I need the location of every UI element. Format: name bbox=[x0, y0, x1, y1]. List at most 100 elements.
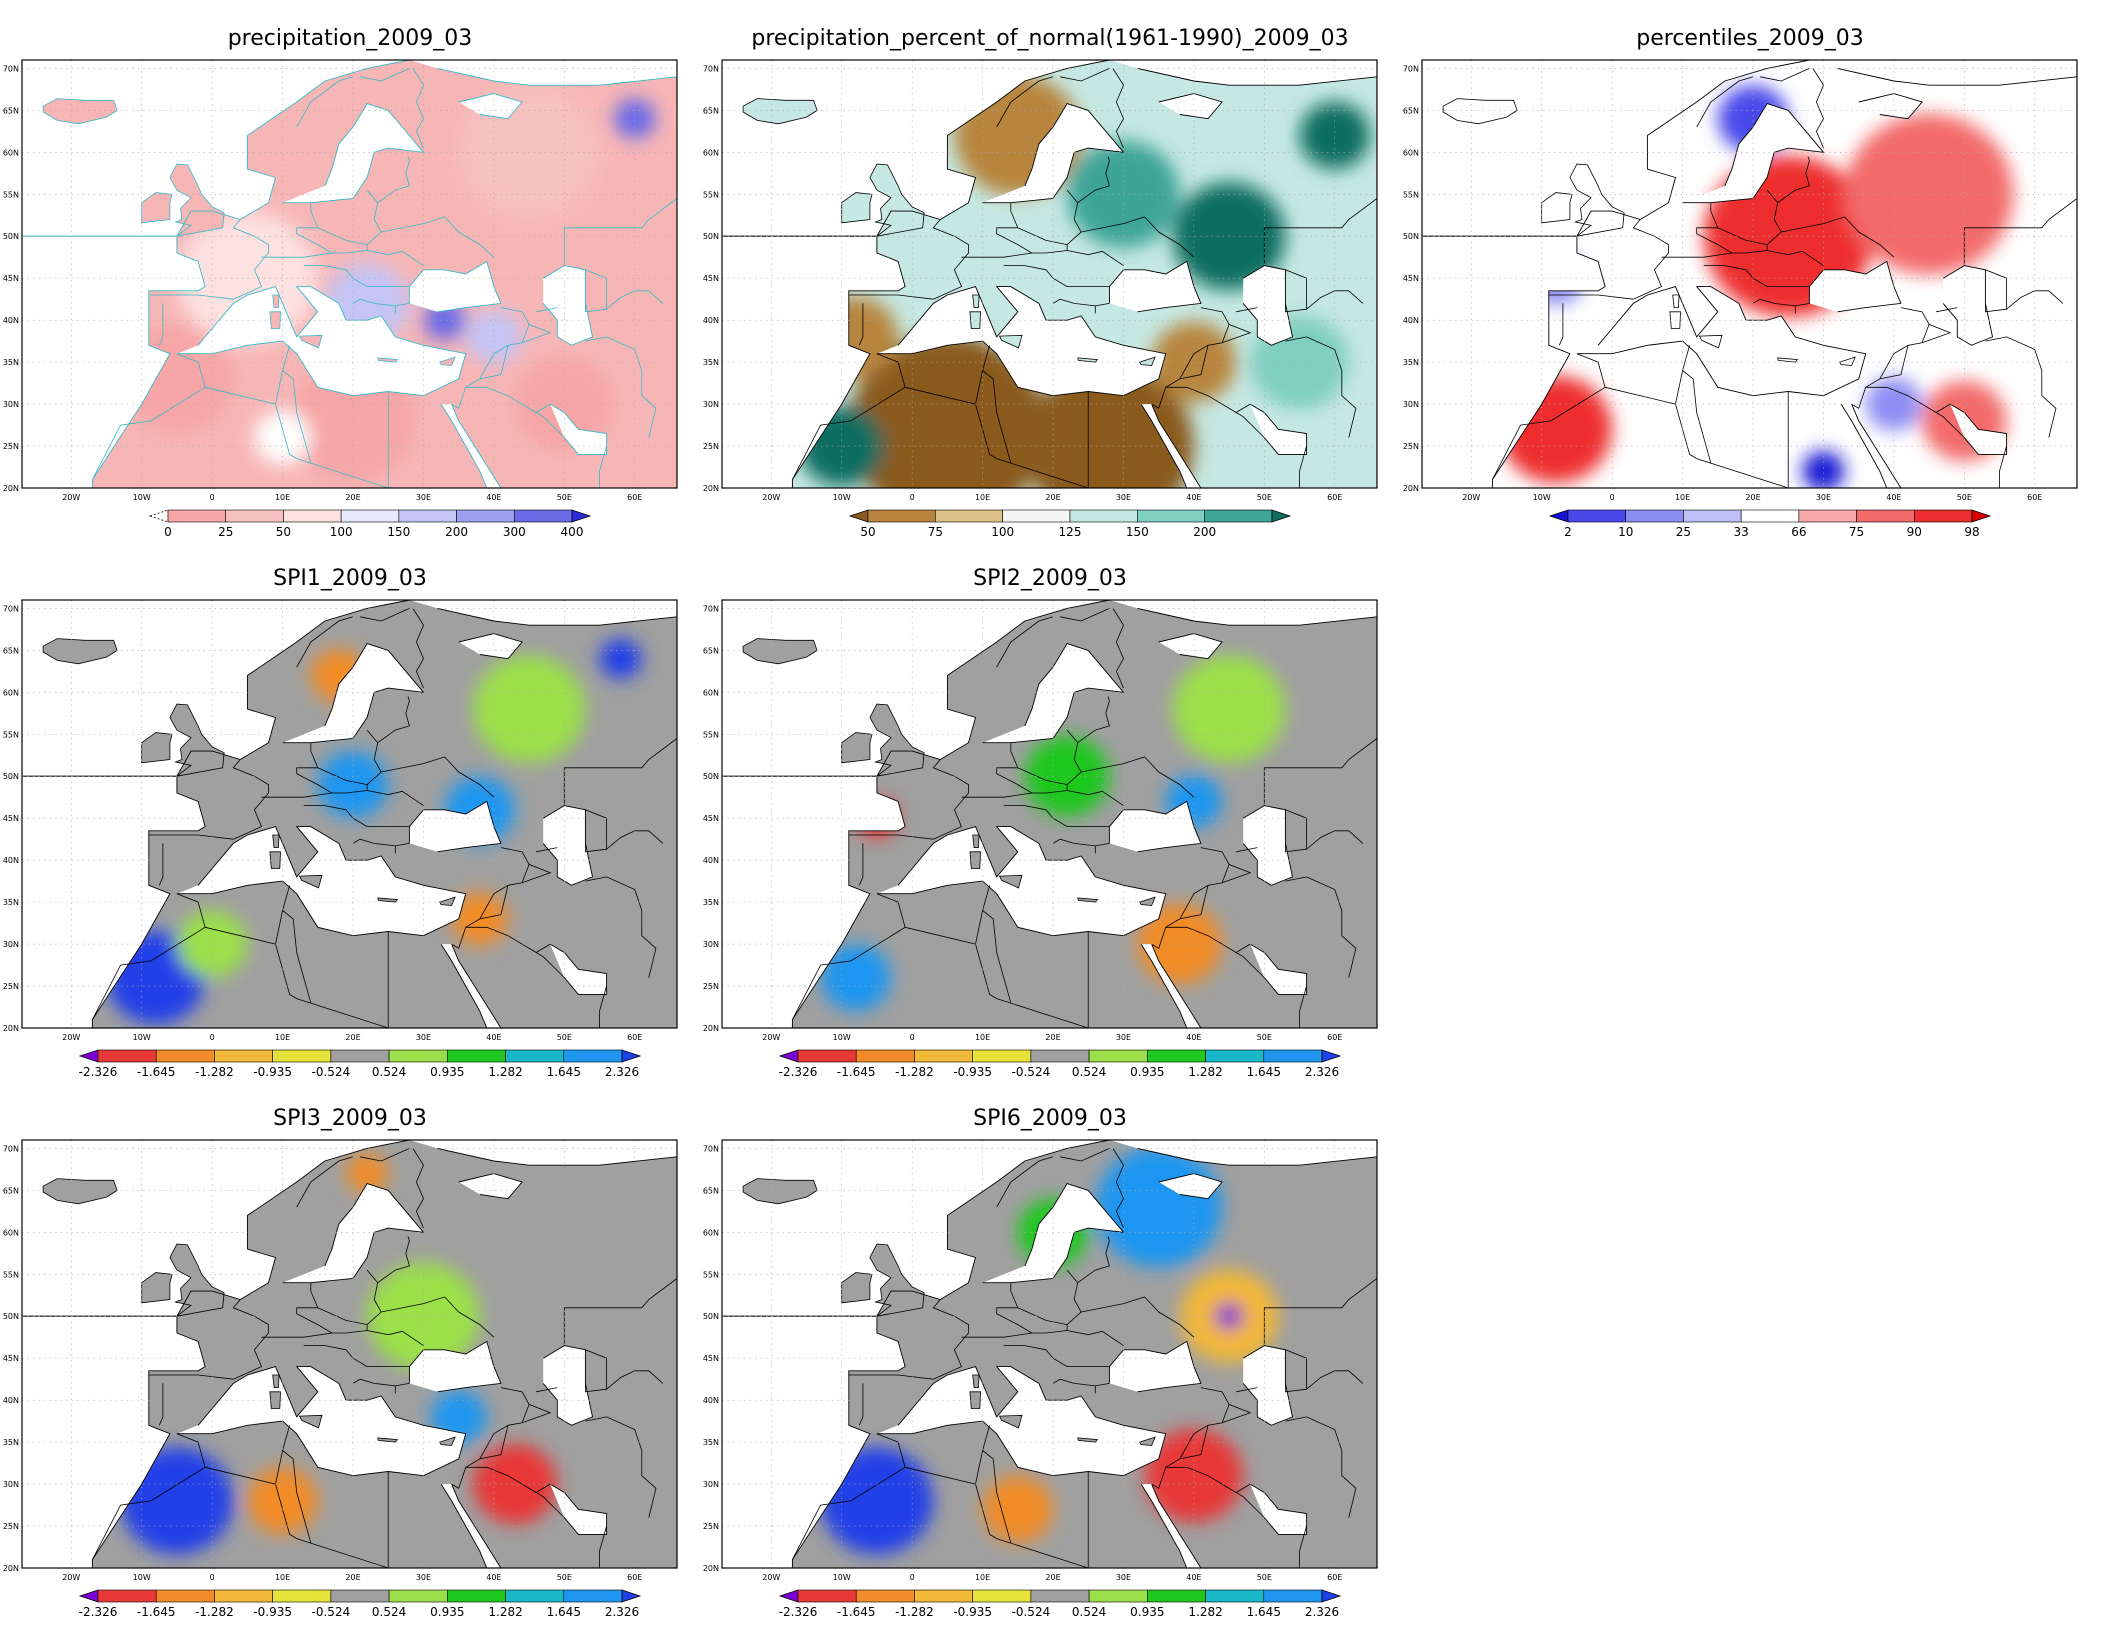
coastline-black bbox=[408, 800, 502, 853]
colorbar-label: 100 bbox=[330, 525, 353, 539]
colorbar-arrow-left bbox=[1548, 509, 1569, 523]
border-line-21 bbox=[1865, 386, 1951, 413]
island-ireland bbox=[1541, 192, 1573, 224]
island-ireland bbox=[141, 732, 173, 764]
border-line-28 bbox=[1963, 198, 2077, 266]
lon-tick-label: 60E bbox=[1327, 493, 1342, 502]
lon-tick-label: 20W bbox=[62, 1573, 80, 1582]
colorbar-segment bbox=[340, 509, 400, 523]
coastline-north bbox=[722, 1140, 1110, 1317]
island-corsica bbox=[1672, 294, 1680, 309]
lat-tick-label: 45N bbox=[703, 814, 719, 823]
lon-tick-label: 0 bbox=[910, 493, 915, 502]
border-line-26 bbox=[585, 1349, 664, 1391]
panel-title: SPI1_2009_03 bbox=[273, 566, 427, 591]
lat-tick-label: 40N bbox=[703, 856, 719, 865]
colorbar-segment bbox=[855, 1049, 915, 1063]
panel-percent-of-normal: precipitation_percent_of_normal(1961-199… bbox=[700, 26, 1400, 556]
colorbar-segment bbox=[167, 509, 227, 523]
border-line-26 bbox=[1285, 809, 1364, 851]
lat-tick-label: 30N bbox=[703, 940, 719, 949]
lon-tick-label: 20W bbox=[762, 493, 780, 502]
sea-north bbox=[1422, 60, 1810, 237]
field-blob-5 bbox=[1172, 655, 1286, 763]
border-line-8 bbox=[381, 756, 495, 798]
border-line-9 bbox=[1777, 156, 1810, 204]
lon-tick-label: 10E bbox=[275, 493, 290, 502]
sea-red bbox=[1141, 404, 1201, 488]
sea-caspian bbox=[543, 265, 593, 346]
sea-atl bbox=[722, 776, 906, 1028]
colorbar-segment bbox=[914, 1589, 973, 1603]
colorbar-segment bbox=[972, 1049, 1032, 1063]
border-line-10 bbox=[1052, 838, 1110, 847]
lat-tick-label: 65N bbox=[703, 106, 719, 115]
island-crete bbox=[1077, 357, 1099, 363]
colorbar-label: 0.524 bbox=[1072, 1605, 1106, 1619]
border-line-30 bbox=[1998, 445, 2007, 488]
lon-tick-label: 60E bbox=[627, 493, 642, 502]
colorbar-arrow-left bbox=[848, 509, 869, 523]
border-line-9 bbox=[377, 1236, 410, 1284]
sea-gulf bbox=[550, 944, 607, 995]
sea-white bbox=[458, 93, 523, 119]
lat-tick-label: 50N bbox=[703, 232, 719, 241]
colorbar-segment bbox=[797, 1589, 857, 1603]
border-line-13 bbox=[1760, 68, 1810, 82]
lat-tick-label: 45N bbox=[3, 1354, 19, 1363]
colorbar-label: 75 bbox=[1849, 525, 1864, 539]
sea-white bbox=[1158, 633, 1223, 659]
coastline-med bbox=[176, 826, 467, 937]
border-line-0 bbox=[148, 294, 234, 300]
lat-tick-label: 25N bbox=[3, 442, 19, 451]
border-line-14 bbox=[412, 68, 424, 149]
map-precipitation: 70N 65N 60N 55N 50N 45N 40N 35N 30N 25N 20N 20W 10W 0… bbox=[3, 59, 678, 502]
lon-tick-label: 10W bbox=[833, 1033, 851, 1042]
map-spi2: 70N 65N 60N 55N 50N 45N 40N 35N 30N 25N 20N 20W 10W 0… bbox=[703, 599, 1378, 1042]
field-blob-5 bbox=[1802, 451, 1845, 488]
field-blob-7 bbox=[599, 638, 642, 679]
colorbar-segment bbox=[563, 1589, 623, 1603]
border-line-15 bbox=[92, 893, 206, 1020]
lat-tick-label: 55N bbox=[703, 190, 719, 199]
island-ireland bbox=[841, 192, 873, 224]
border-line-6 bbox=[303, 265, 410, 288]
lon-tick-label: 10E bbox=[975, 1573, 990, 1582]
sea-barents bbox=[1809, 60, 2077, 86]
colorbar-label: -0.524 bbox=[312, 1065, 351, 1079]
sea-north bbox=[22, 600, 410, 777]
border-line-8 bbox=[1081, 216, 1195, 258]
border-line-29 bbox=[1236, 847, 1258, 853]
sea-black bbox=[409, 261, 501, 312]
coastline-black bbox=[1108, 800, 1202, 853]
lon-tick-label: 30E bbox=[1816, 493, 1831, 502]
colorbar-label: 33 bbox=[1734, 525, 1749, 539]
lat-tick-label: 20N bbox=[703, 1024, 719, 1033]
field-blob-6 bbox=[176, 910, 248, 978]
sea-north bbox=[722, 1140, 1110, 1317]
colorbar-label: 100 bbox=[991, 525, 1014, 539]
lat-tick-label: 35N bbox=[3, 1438, 19, 1447]
lon-tick-label: 40E bbox=[486, 1033, 501, 1042]
border-line-9 bbox=[1077, 156, 1110, 204]
lat-tick-label: 45N bbox=[3, 814, 19, 823]
colorbar-arrow-left bbox=[148, 509, 169, 523]
coastline-red bbox=[1840, 403, 1902, 488]
border-line-9 bbox=[1077, 696, 1110, 744]
panel-spi6: SPI6_2009_03 70N 65N 60N 55N 50N 45N 40N 35N 30N… bbox=[700, 1106, 1400, 1636]
sea-north bbox=[22, 1140, 410, 1317]
lon-tick-label: 20E bbox=[345, 493, 360, 502]
colorbar-label: 300 bbox=[503, 525, 526, 539]
border-line-12 bbox=[996, 1156, 1054, 1208]
border-line-29 bbox=[1236, 307, 1258, 313]
border-line-6 bbox=[1003, 265, 1110, 288]
sea-med bbox=[176, 826, 466, 936]
border-line-1 bbox=[158, 843, 164, 886]
border-line-27 bbox=[1285, 303, 1307, 313]
border-line-3 bbox=[1661, 202, 1734, 258]
coastline-black bbox=[408, 1340, 502, 1393]
island-britain bbox=[169, 163, 225, 237]
lon-tick-label: 40E bbox=[1186, 1033, 1201, 1042]
border-line-4 bbox=[1717, 189, 1782, 246]
border-line-28 bbox=[1263, 738, 1377, 806]
